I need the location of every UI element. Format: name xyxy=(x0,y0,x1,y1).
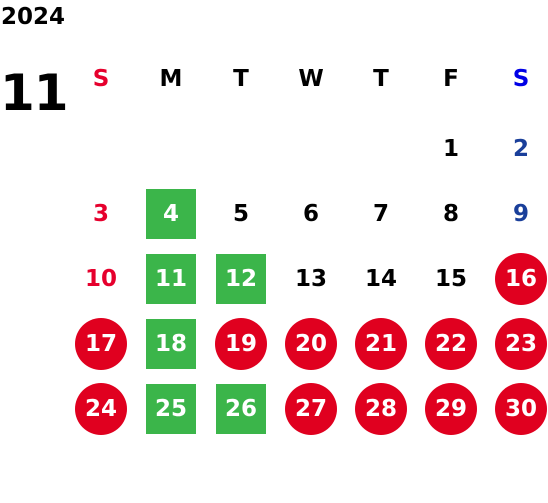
day-number: 26 xyxy=(216,383,266,434)
weekday-wed: W xyxy=(298,65,324,92)
day-number: 15 xyxy=(434,265,467,292)
day-cell-24: 24 xyxy=(66,376,136,441)
day-cell-22: 22 xyxy=(416,311,486,376)
day-cell-8: 8 xyxy=(416,181,486,246)
day-cell-21: 21 xyxy=(346,311,416,376)
empty-day-cell xyxy=(346,116,416,181)
weekday-mon: M xyxy=(159,65,183,92)
empty-day-cell xyxy=(276,116,346,181)
weekday-tue: T xyxy=(233,65,249,92)
day-cell-30: 30 xyxy=(486,376,548,441)
day-number: 20 xyxy=(285,317,337,370)
day-number: 12 xyxy=(216,253,266,304)
day-cell-13: 13 xyxy=(276,246,346,311)
day-number: 7 xyxy=(372,200,389,227)
month-number: 11 xyxy=(0,64,69,122)
weekday-header-row: S M T W T F S xyxy=(66,46,548,111)
weekday-fri: F xyxy=(443,65,459,92)
day-cell-28: 28 xyxy=(346,376,416,441)
day-cell-10: 10 xyxy=(66,246,136,311)
day-cell-4: 4 xyxy=(136,181,206,246)
day-number: 17 xyxy=(75,317,127,370)
day-number: 5 xyxy=(232,200,249,227)
day-number: 30 xyxy=(495,382,547,435)
weekday-sun: S xyxy=(92,65,110,92)
day-number: 11 xyxy=(146,253,196,304)
day-number: 27 xyxy=(285,382,337,435)
day-number: 28 xyxy=(355,382,407,435)
day-number: 19 xyxy=(215,317,267,370)
day-number: 21 xyxy=(355,317,407,370)
week-row: 3 4 5 6 7 8 9 xyxy=(66,181,548,246)
day-number: 6 xyxy=(302,200,319,227)
week-row: 24 25 26 27 28 29 30 xyxy=(66,376,548,441)
day-cell-12: 12 xyxy=(206,246,276,311)
weekday-thu: T xyxy=(373,65,389,92)
day-cell-27: 27 xyxy=(276,376,346,441)
day-cell-25: 25 xyxy=(136,376,206,441)
day-cell-1: 1 xyxy=(416,116,486,181)
day-number: 2 xyxy=(512,135,529,162)
empty-day-cell xyxy=(66,116,136,181)
day-number: 1 xyxy=(442,135,459,162)
day-cell-26: 26 xyxy=(206,376,276,441)
day-cell-17: 17 xyxy=(66,311,136,376)
day-cell-29: 29 xyxy=(416,376,486,441)
weekday-sat: S xyxy=(512,65,530,92)
week-row: 17 18 19 20 21 22 23 xyxy=(66,311,548,376)
empty-day-cell xyxy=(136,116,206,181)
day-number: 14 xyxy=(364,265,397,292)
day-cell-9: 9 xyxy=(486,181,548,246)
day-number: 10 xyxy=(84,265,117,292)
day-number: 16 xyxy=(495,252,547,305)
day-cell-18: 18 xyxy=(136,311,206,376)
day-cell-20: 20 xyxy=(276,311,346,376)
year-label: 2024 xyxy=(1,4,66,30)
day-cell-16: 16 xyxy=(486,246,548,311)
day-number: 24 xyxy=(75,382,127,435)
day-cell-5: 5 xyxy=(206,181,276,246)
day-cell-6: 6 xyxy=(276,181,346,246)
day-number: 3 xyxy=(92,200,109,227)
empty-day-cell xyxy=(206,116,276,181)
day-number: 23 xyxy=(495,317,547,370)
day-number: 22 xyxy=(425,317,477,370)
day-cell-14: 14 xyxy=(346,246,416,311)
day-cell-7: 7 xyxy=(346,181,416,246)
day-number: 8 xyxy=(442,200,459,227)
day-cell-2: 2 xyxy=(486,116,548,181)
day-cell-11: 11 xyxy=(136,246,206,311)
day-cell-23: 23 xyxy=(486,311,548,376)
day-cell-19: 19 xyxy=(206,311,276,376)
day-number: 4 xyxy=(146,188,196,239)
day-number: 9 xyxy=(512,200,529,227)
day-cell-15: 15 xyxy=(416,246,486,311)
day-number: 13 xyxy=(294,265,327,292)
day-number: 29 xyxy=(425,382,477,435)
day-number: 18 xyxy=(146,318,196,369)
day-number: 25 xyxy=(146,383,196,434)
week-row: 10 11 12 13 14 15 16 xyxy=(66,246,548,311)
day-cell-3: 3 xyxy=(66,181,136,246)
